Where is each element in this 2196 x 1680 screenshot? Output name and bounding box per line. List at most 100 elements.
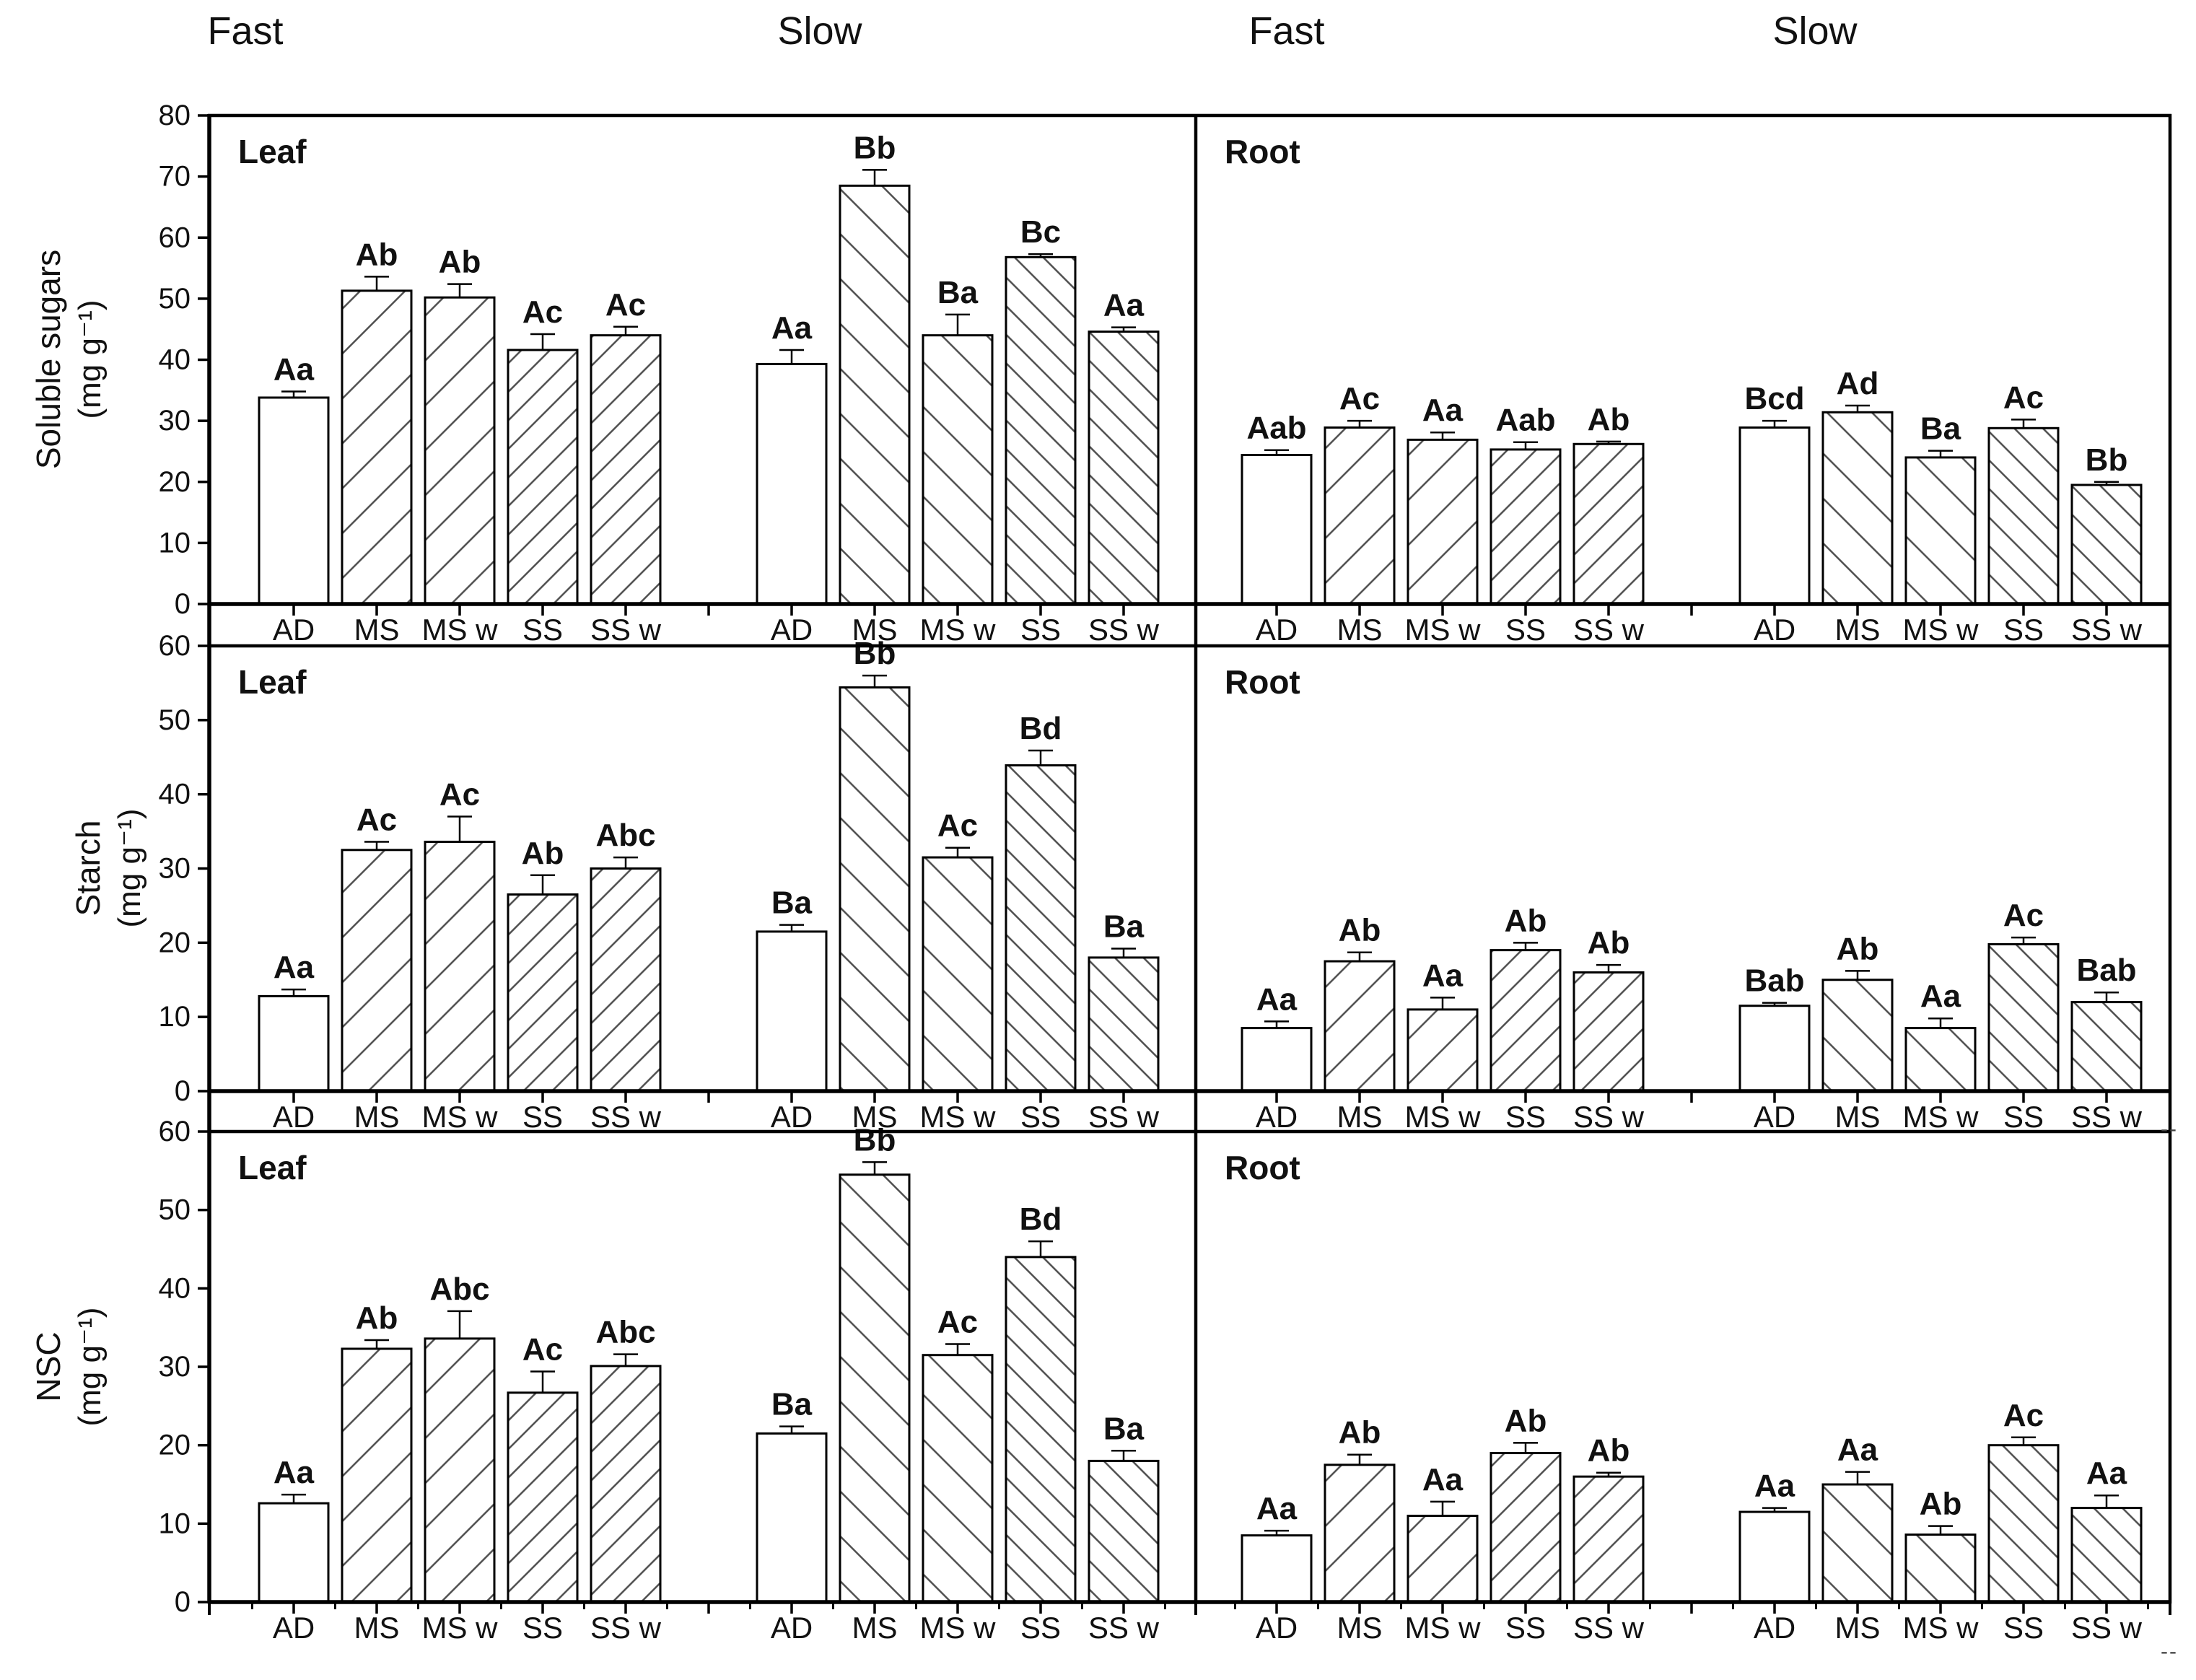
sig-letter-label: Ac [522,294,563,330]
bar [1005,1256,1077,1604]
sig-letter-label: Aa [274,352,315,388]
sig-letter-label: Ba [771,1387,813,1422]
sig-letter-label: Ac [522,1332,563,1368]
x-category-label: MS [1337,1100,1383,1134]
bar [1324,426,1396,605]
sig-letter-label: Ba [937,275,979,310]
x-category-label: SS [2003,1611,2044,1645]
bar [1904,1027,1977,1093]
sig-letter-label: Ab [522,836,564,871]
bar [1005,764,1077,1093]
x-category-label: MS [852,1611,898,1645]
bar [1241,454,1313,605]
x-category-label: MS w [1405,1100,1482,1134]
stray-dash-mark: -- [2161,1640,2178,1663]
x-category-label: MS w [1405,613,1482,647]
x-category-label: AD [273,1611,315,1645]
sig-letter-label: Ab [1588,1433,1630,1469]
x-category-label: SS [522,1100,563,1134]
bar [1241,1027,1313,1093]
bar [1324,1464,1396,1604]
x-category-label: SS w [2071,1100,2143,1134]
x-category-label: MS [354,1100,400,1134]
y-tick-label: 60 [159,222,191,253]
sig-letter-label: Aa [1422,1462,1464,1497]
sig-letter-label: Bcd [1744,381,1804,416]
sig-letter-label: Bb [854,130,896,165]
sig-letter-label: Aa [1256,1491,1298,1526]
sig-letter-label: Abc [595,818,655,853]
panel-title: Root [1225,133,1300,170]
bar [424,296,496,605]
sig-letter-label: Ab [1920,1487,1962,1522]
bar [1407,1514,1479,1604]
bar [1987,426,2060,605]
x-category-label: SS w [1088,613,1160,647]
stray-dash-mark: -- [2161,1117,2178,1141]
bar [1821,411,1894,605]
bar [1987,1444,2060,1604]
sig-letter-label: Ba [771,885,813,921]
bar [1904,1534,1977,1604]
sig-letter-label: Bab [1744,963,1804,999]
x-category-label: AD [1754,1100,1795,1134]
x-category-label: AD [1256,1611,1298,1645]
y-axis-title-text: Soluble sugars [29,249,67,470]
sig-letter-label: Ab [1505,1403,1547,1438]
y-tick-label: 10 [159,527,191,559]
bar [590,867,662,1093]
y-tick-label: 60 [159,1116,191,1147]
x-category-label: SS w [1573,1100,1645,1134]
group-header-slow-left: Slow [777,9,862,53]
bar [258,994,330,1093]
x-category-label: SS w [590,613,662,647]
bar [507,1391,579,1604]
y-tick-label: 30 [159,1351,191,1383]
sig-letter-label: Ab [1588,925,1630,961]
bar [341,1347,413,1604]
bar [1489,448,1562,605]
bar [341,849,413,1093]
bar [507,893,579,1093]
bar [258,396,330,605]
sig-letter-label: Aa [1256,981,1298,1017]
sig-letter-label: Ab [1505,903,1547,938]
sig-letter-label: Ab [1588,402,1630,437]
bar [839,1173,911,1604]
x-category-label: SS w [1088,1100,1160,1134]
bar [1572,1475,1645,1604]
bar [1407,438,1479,605]
x-category-label: SS [522,613,563,647]
bar [1738,1005,1811,1093]
y-tick-label: 30 [159,405,191,437]
x-category-label: SS w [1573,613,1645,647]
sig-letter-label: Ac [2003,1398,2044,1433]
y-axis-title-soluble-sugars: Soluble sugars (mg g⁻¹) [28,250,110,469]
x-category-label: AD [273,1100,315,1134]
sig-letter-label: Abc [429,1272,489,1307]
sig-letter-label: Bab [2076,953,2136,988]
sig-letter-label: Bd [1020,1202,1062,1237]
x-category-label: SS [1505,1100,1546,1134]
panel-title: Root [1225,663,1300,701]
y-axis-units-text: (mg g⁻¹) [71,1307,108,1427]
x-category-label: MS w [1903,613,1980,647]
y-tick-label: 0 [175,1586,191,1618]
x-category-label: SS w [1088,1611,1160,1645]
x-category-label: MS [1337,613,1383,647]
y-tick-label: 20 [159,466,191,498]
x-category-label: SS [522,1611,563,1645]
x-category-label: SS w [2071,1611,2143,1645]
sig-letter-label: Ba [1103,1411,1145,1446]
y-tick-label: 70 [159,161,191,193]
panel-title: Leaf [238,663,307,701]
bar [1489,1452,1562,1604]
sig-letter-label: Ba [1920,411,1961,447]
sig-letter-label: Ac [2003,380,2044,415]
x-category-label: SS [2003,613,2044,647]
y-axis-title-text: Starch [69,820,107,916]
y-axis-units-text: (mg g⁻¹) [71,299,108,419]
x-category-label: MS w [1405,1611,1482,1645]
